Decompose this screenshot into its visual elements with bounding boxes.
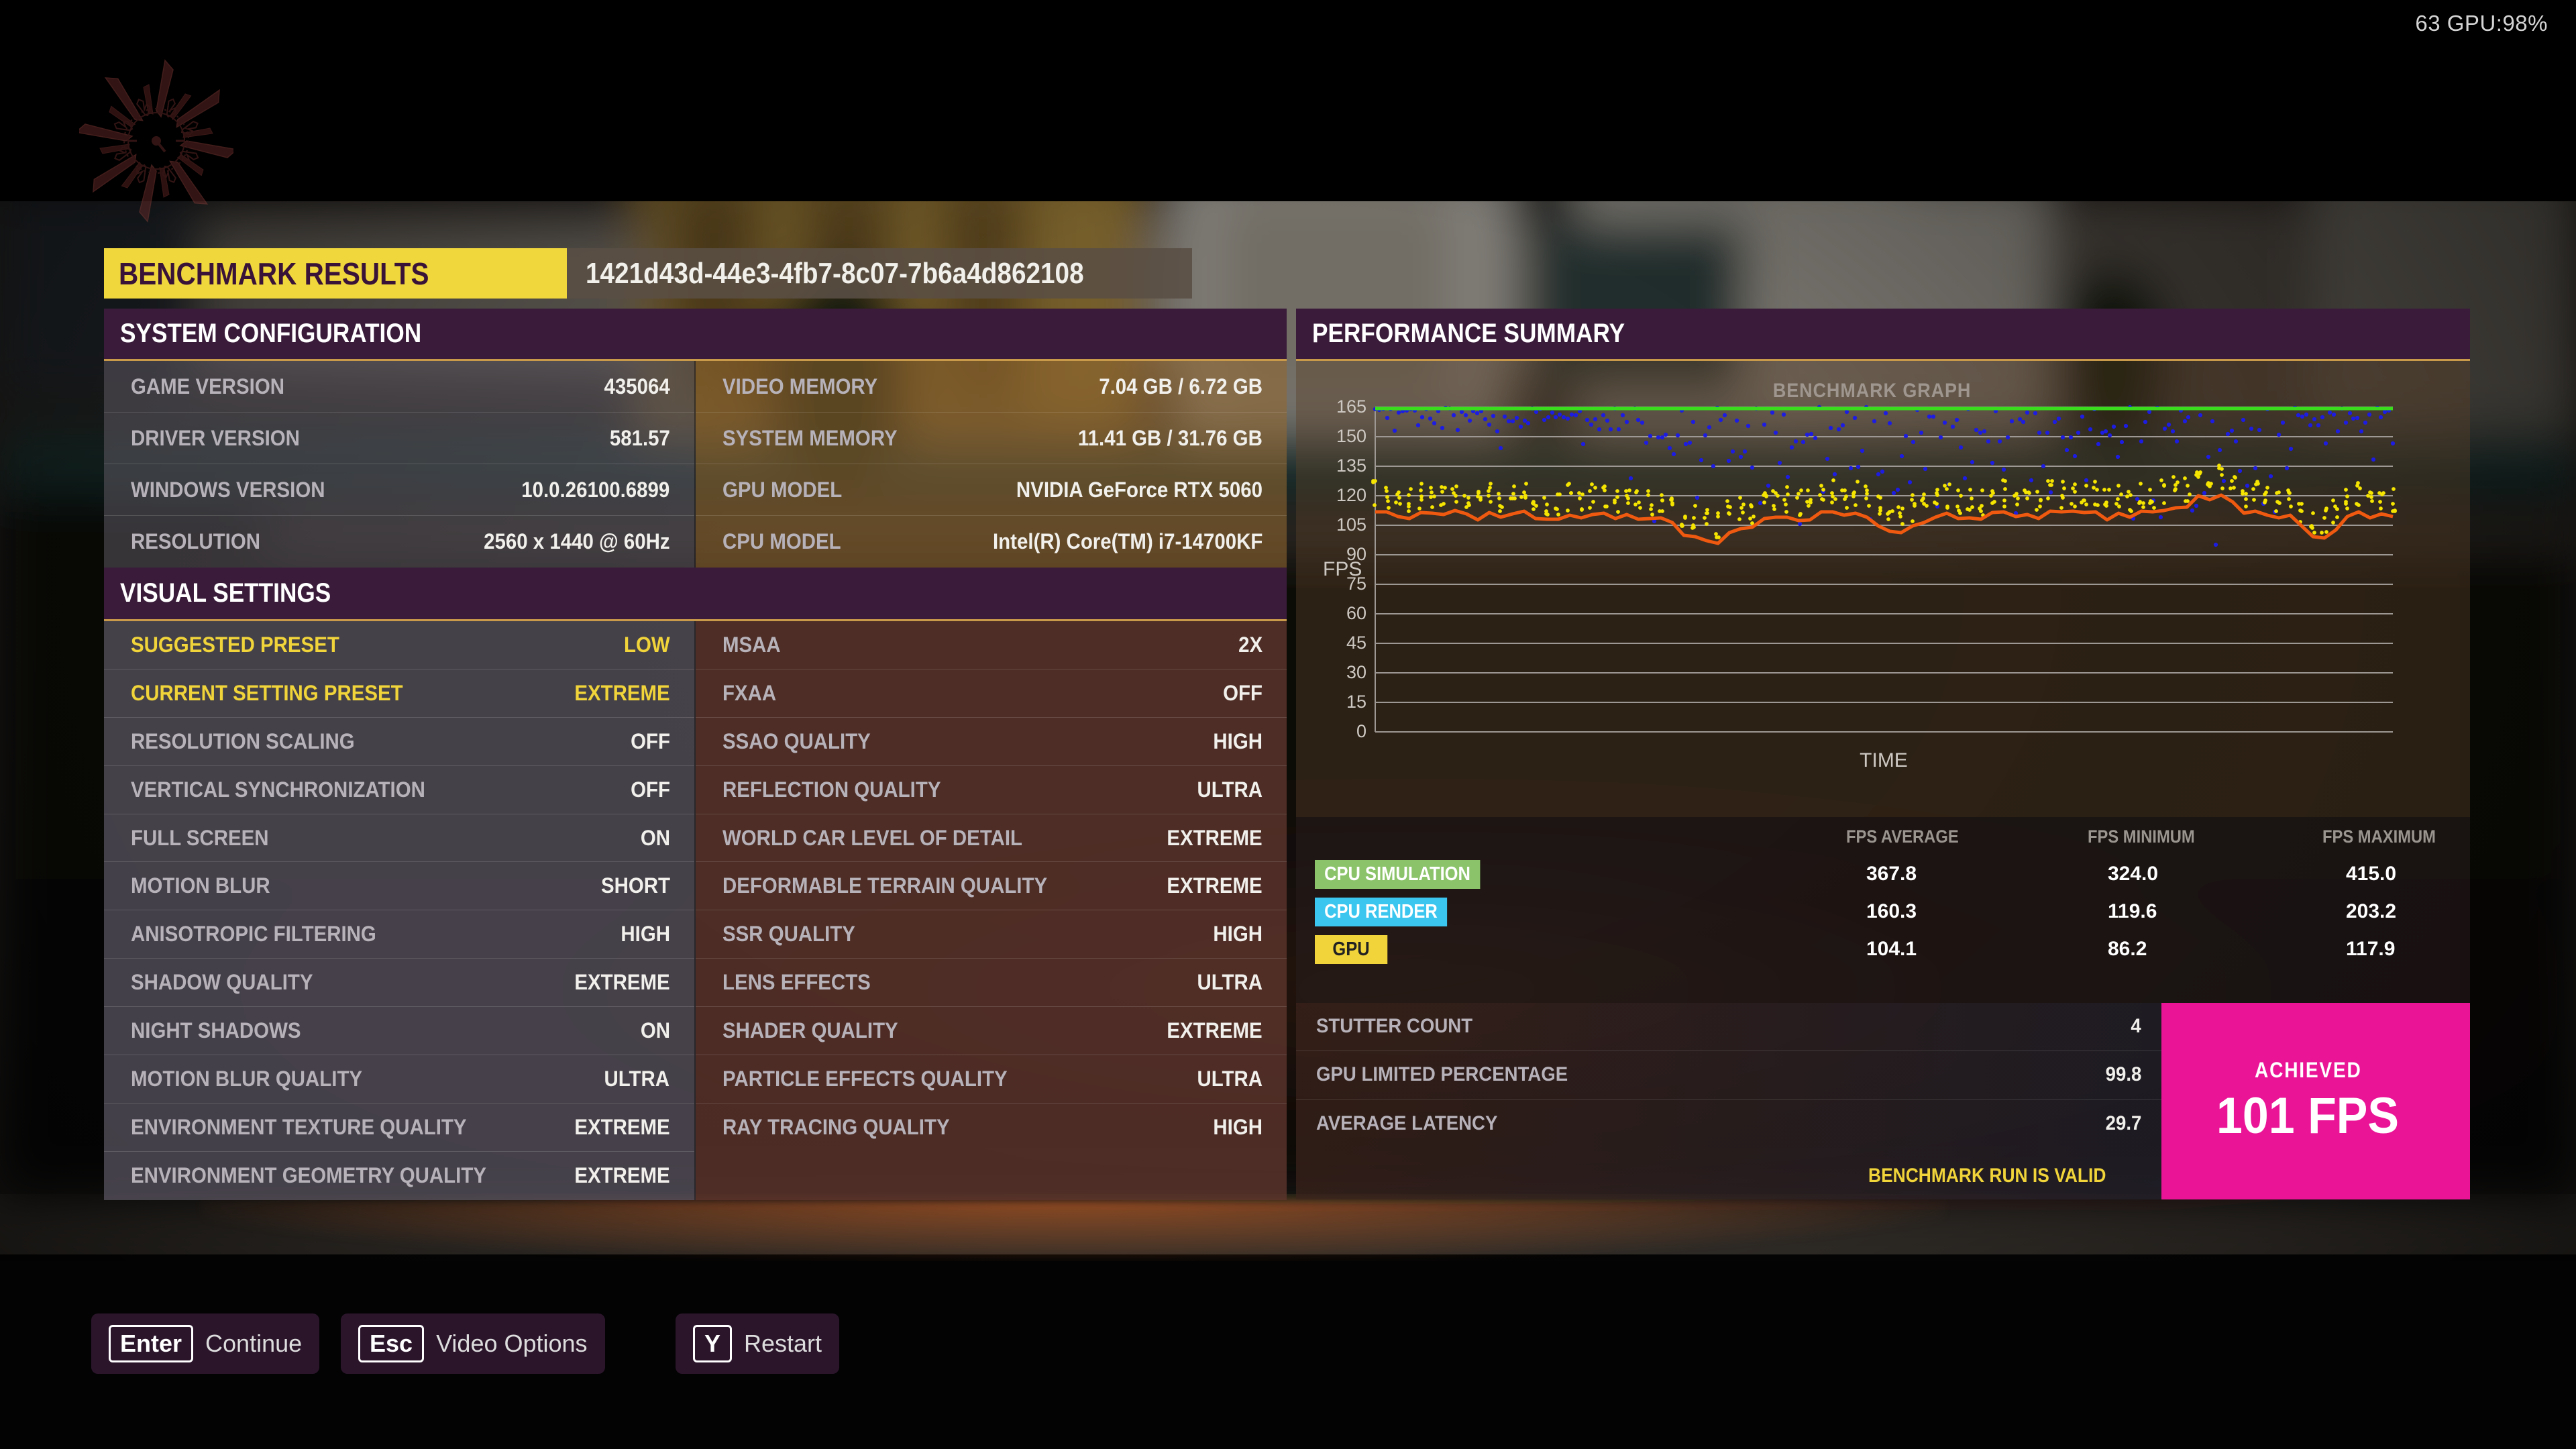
svg-text:15: 15	[1346, 692, 1366, 712]
svg-text:105: 105	[1336, 515, 1366, 535]
svg-text:135: 135	[1336, 455, 1366, 476]
svg-text:60: 60	[1346, 603, 1366, 623]
svg-text:0: 0	[1356, 721, 1366, 741]
svg-text:120: 120	[1336, 485, 1366, 505]
svg-text:30: 30	[1346, 662, 1366, 682]
svg-text:150: 150	[1336, 426, 1366, 446]
svg-text:TIME: TIME	[1860, 749, 1908, 771]
svg-text:45: 45	[1346, 633, 1366, 653]
svg-text:FPS: FPS	[1323, 558, 1362, 580]
svg-text:165: 165	[1336, 396, 1366, 417]
